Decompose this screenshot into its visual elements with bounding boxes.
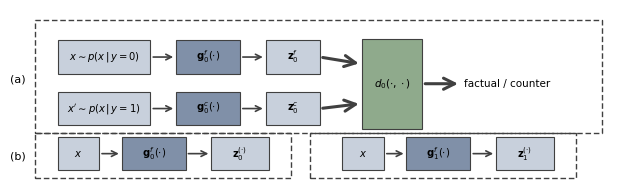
FancyBboxPatch shape	[58, 40, 150, 74]
FancyBboxPatch shape	[266, 92, 320, 125]
Text: $d_0(\cdot,\cdot)$: $d_0(\cdot,\cdot)$	[374, 77, 410, 91]
FancyBboxPatch shape	[58, 92, 150, 125]
Text: $\mathbf{z}_0^f$: $\mathbf{z}_0^f$	[287, 49, 299, 66]
Text: $\mathit{x}$: $\mathit{x}$	[359, 149, 367, 159]
Bar	[35, 133, 291, 178]
Text: $\mathbf{z}_1^{(\cdot)}$: $\mathbf{z}_1^{(\cdot)}$	[517, 145, 532, 163]
Text: (a): (a)	[10, 74, 26, 84]
FancyBboxPatch shape	[122, 137, 186, 170]
Text: $\mathbf{g}_0^f(\cdot)$: $\mathbf{g}_0^f(\cdot)$	[196, 49, 220, 66]
Bar	[35, 20, 602, 133]
FancyBboxPatch shape	[342, 137, 384, 170]
FancyBboxPatch shape	[406, 137, 470, 170]
Text: $\mathbf{g}_1^f(\cdot)$: $\mathbf{g}_1^f(\cdot)$	[426, 145, 451, 162]
Text: factual / counter: factual / counter	[464, 79, 550, 89]
Text: $\mathit{x} \sim p(\mathit{x}\,|\,y=0)$: $\mathit{x} \sim p(\mathit{x}\,|\,y=0)$	[68, 50, 140, 64]
Text: $\mathbf{g}_0^c(\cdot)$: $\mathbf{g}_0^c(\cdot)$	[196, 101, 220, 116]
FancyBboxPatch shape	[211, 137, 269, 170]
FancyBboxPatch shape	[362, 39, 422, 129]
Bar	[310, 133, 576, 178]
FancyBboxPatch shape	[176, 40, 240, 74]
Text: $\mathbf{z}_0^c$: $\mathbf{z}_0^c$	[287, 101, 299, 116]
FancyBboxPatch shape	[266, 40, 320, 74]
Text: $\mathit{x}$: $\mathit{x}$	[74, 149, 83, 159]
Text: (b): (b)	[10, 151, 26, 161]
Text: $\mathit{x}' \sim p(\mathit{x}\,|\,y=1)$: $\mathit{x}' \sim p(\mathit{x}\,|\,y=1)$	[67, 102, 141, 116]
Text: $\mathbf{z}_0^{(\cdot)}$: $\mathbf{z}_0^{(\cdot)}$	[232, 145, 248, 163]
FancyBboxPatch shape	[58, 137, 99, 170]
FancyBboxPatch shape	[176, 92, 240, 125]
FancyBboxPatch shape	[496, 137, 554, 170]
Text: $\mathbf{g}_0^f(\cdot)$: $\mathbf{g}_0^f(\cdot)$	[141, 145, 166, 162]
